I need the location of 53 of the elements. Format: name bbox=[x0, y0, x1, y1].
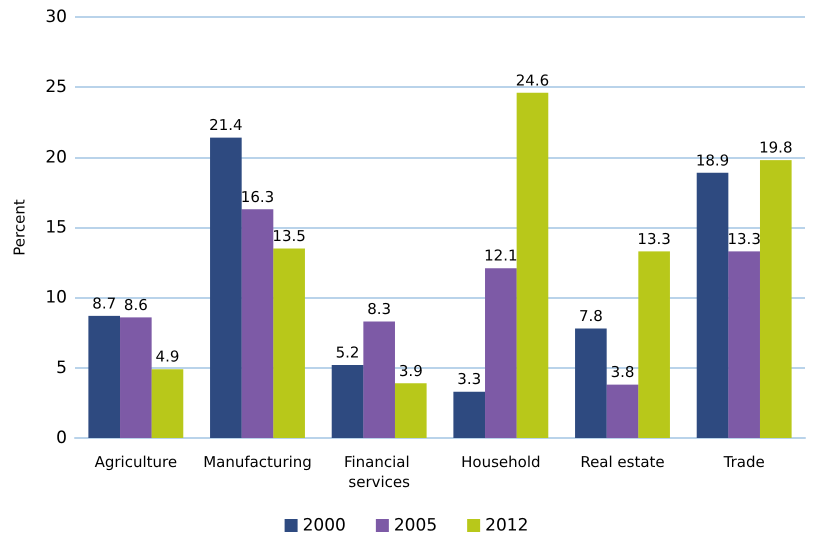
y-tick-label: 30 bbox=[45, 7, 67, 27]
bar bbox=[273, 248, 305, 438]
x-tick-label: Trade bbox=[722, 453, 765, 471]
data-label: 3.3 bbox=[457, 370, 482, 388]
x-tick-label: Agriculture bbox=[94, 453, 178, 471]
bar bbox=[760, 160, 792, 438]
bar bbox=[728, 251, 760, 438]
data-label: 3.8 bbox=[610, 363, 634, 382]
y-axis-title: Percent bbox=[10, 199, 28, 256]
bar bbox=[575, 328, 607, 438]
bar bbox=[242, 209, 274, 438]
legend-label: 2012 bbox=[485, 516, 528, 536]
bar bbox=[606, 384, 638, 438]
bar bbox=[152, 369, 184, 438]
bar bbox=[120, 317, 152, 438]
bar bbox=[332, 365, 364, 438]
data-label: 3.9 bbox=[398, 362, 423, 380]
data-label: 8.7 bbox=[92, 294, 116, 312]
x-tick-label: Real estate bbox=[580, 453, 665, 471]
data-label: 13.3 bbox=[637, 230, 671, 248]
bar bbox=[210, 138, 242, 438]
x-tick-label: Manufacturing bbox=[203, 453, 312, 471]
data-label: 5.2 bbox=[336, 344, 360, 362]
bar bbox=[516, 92, 548, 438]
data-label: 13.5 bbox=[272, 227, 306, 246]
y-tick-label: 15 bbox=[45, 218, 67, 238]
bar bbox=[453, 392, 486, 438]
bar bbox=[363, 322, 395, 438]
bar bbox=[485, 268, 517, 438]
data-label: 16.3 bbox=[240, 188, 274, 206]
data-label: 7.8 bbox=[578, 307, 603, 326]
data-label: 13.3 bbox=[727, 230, 761, 248]
x-tick-label: Household bbox=[461, 453, 541, 471]
y-tick-label: 0 bbox=[56, 428, 67, 448]
data-label: 8.6 bbox=[124, 296, 148, 314]
y-tick-label: 25 bbox=[45, 77, 67, 98]
data-label: 12.1 bbox=[484, 246, 518, 265]
bar bbox=[88, 316, 120, 438]
bar bbox=[394, 383, 427, 438]
y-tick-label: 10 bbox=[45, 288, 67, 308]
data-label: 19.8 bbox=[759, 138, 793, 157]
data-label: 8.3 bbox=[367, 300, 392, 318]
legend-label: 2005 bbox=[394, 516, 438, 536]
bar bbox=[638, 251, 670, 438]
bar bbox=[696, 172, 728, 438]
data-label: 4.9 bbox=[156, 348, 180, 366]
y-tick-label: 20 bbox=[45, 147, 67, 168]
data-label: 18.9 bbox=[696, 151, 730, 170]
data-label: 21.4 bbox=[209, 116, 243, 134]
data-label: 24.6 bbox=[516, 71, 550, 90]
legend-label: 2000 bbox=[302, 516, 346, 536]
x-tick-label: Financial services bbox=[344, 453, 414, 491]
y-tick-label: 5 bbox=[56, 358, 67, 378]
